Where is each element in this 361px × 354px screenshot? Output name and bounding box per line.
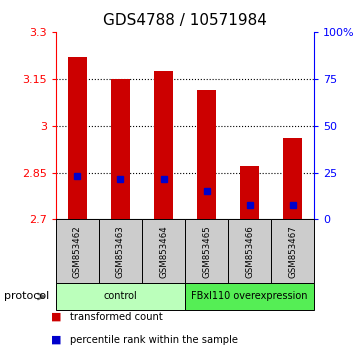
- Text: FBxl110 overexpression: FBxl110 overexpression: [191, 291, 308, 302]
- Text: GSM853465: GSM853465: [202, 225, 211, 278]
- Text: percentile rank within the sample: percentile rank within the sample: [70, 335, 238, 345]
- Bar: [240, 166, 259, 219]
- Text: ■: ■: [51, 335, 61, 345]
- Text: ■: ■: [51, 312, 61, 322]
- Text: protocol: protocol: [4, 291, 49, 302]
- Bar: [197, 90, 216, 219]
- Title: GDS4788 / 10571984: GDS4788 / 10571984: [103, 13, 267, 28]
- Text: GSM853463: GSM853463: [116, 225, 125, 278]
- Text: GSM853464: GSM853464: [159, 225, 168, 278]
- Bar: [154, 71, 173, 219]
- Text: control: control: [104, 291, 137, 302]
- Bar: [111, 79, 130, 219]
- Text: GSM853462: GSM853462: [73, 225, 82, 278]
- Text: transformed count: transformed count: [70, 312, 163, 322]
- Text: GSM853466: GSM853466: [245, 225, 254, 278]
- Text: GSM853467: GSM853467: [288, 225, 297, 278]
- Bar: [68, 57, 87, 219]
- Bar: [283, 138, 302, 219]
